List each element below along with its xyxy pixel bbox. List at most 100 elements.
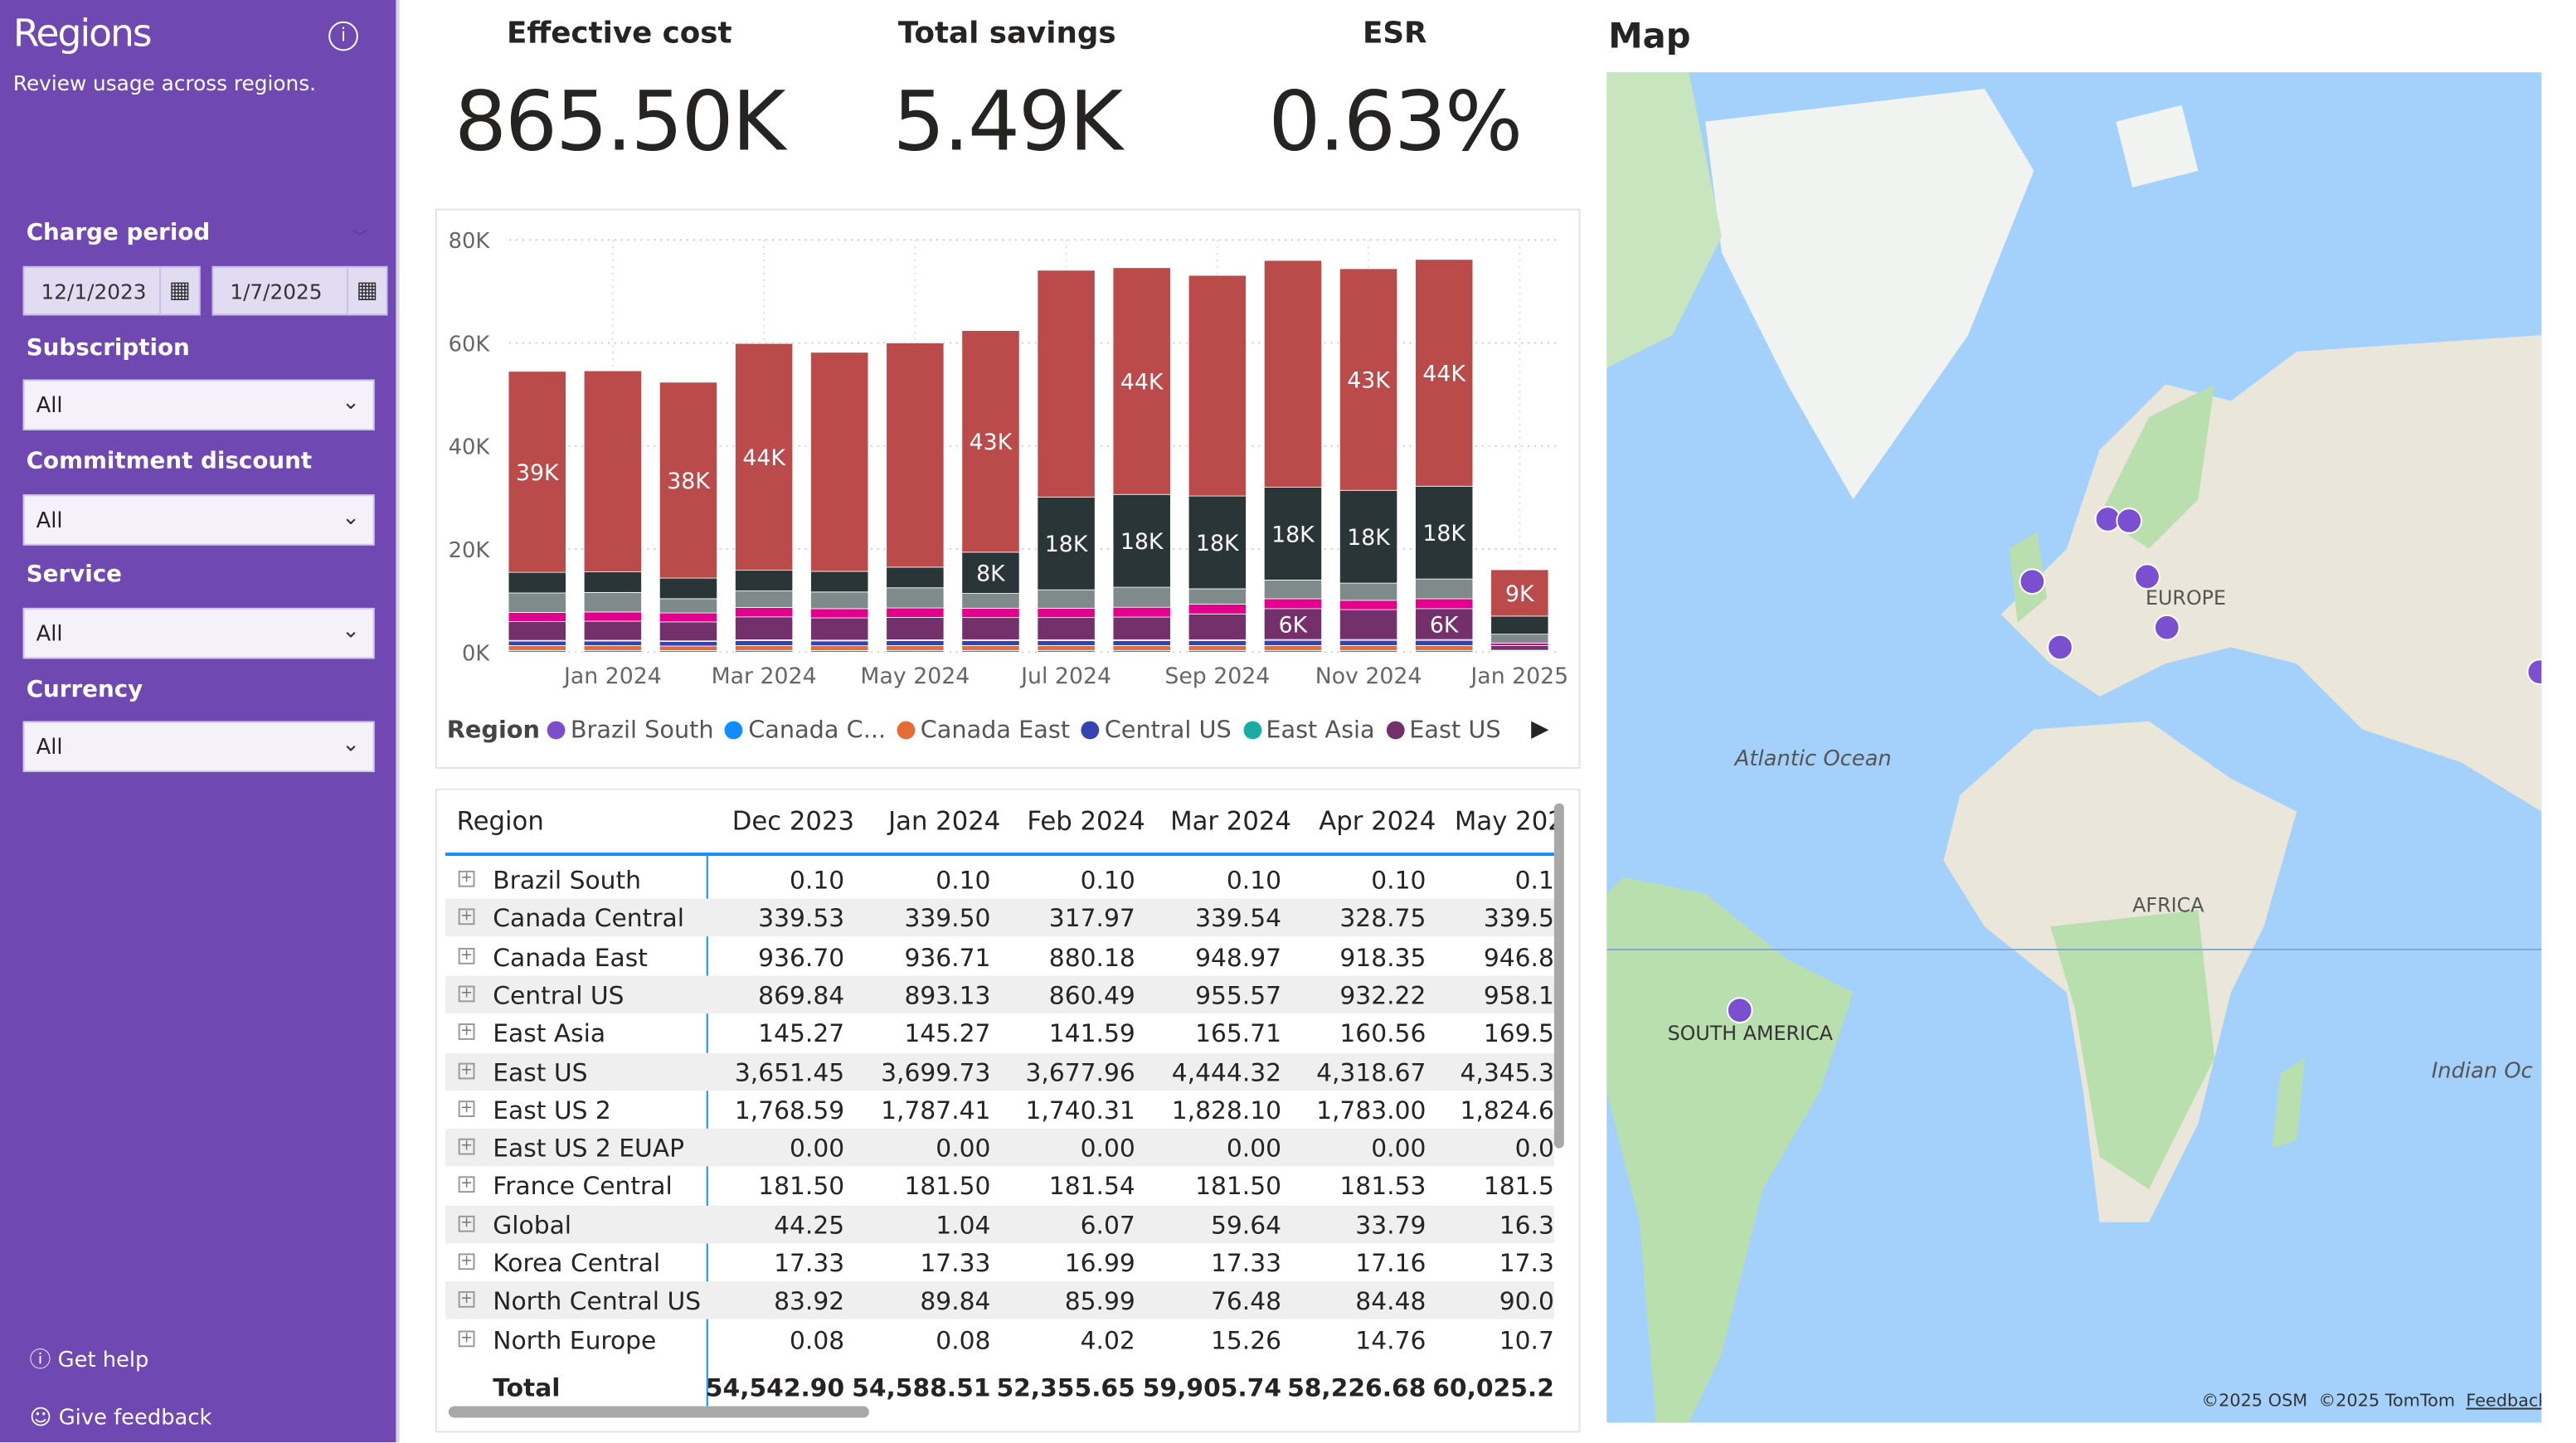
svalbard-land [2116, 104, 2199, 187]
bar-segment [735, 616, 794, 640]
table-row: + France Central 181.50 181.50 181.54 181.50 1… [445, 1167, 1554, 1205]
bar-segment [1188, 640, 1247, 646]
bar-segment [508, 612, 566, 622]
table-cell: 339.53 [758, 904, 845, 934]
column-header-month[interactable]: May 202 [1454, 806, 1554, 837]
total-cell: 59,905.74 [1142, 1373, 1282, 1403]
expand-icon[interactable]: + [458, 1062, 475, 1079]
expand-icon[interactable]: + [458, 1291, 475, 1309]
vertical-scrollbar[interactable] [1553, 803, 1564, 1149]
table-cell: 317.97 [1048, 904, 1135, 934]
bar-segment [583, 640, 642, 646]
bar-segment [1415, 644, 1474, 651]
expand-icon[interactable]: + [458, 870, 475, 887]
legend-title: Region [446, 717, 540, 745]
expand-icon[interactable]: + [458, 909, 475, 926]
table-row: + Global 44.25 1.04 6.07 59.64 33.79 16.3 [445, 1205, 1554, 1243]
column-header-month[interactable]: Dec 2023 [731, 806, 855, 837]
table-cell: 0.0 [1514, 1133, 1554, 1164]
region-marker[interactable] [1726, 997, 1753, 1024]
service-label: Service [26, 561, 122, 589]
table-cell: 1,740.31 [1025, 1095, 1135, 1125]
expand-icon[interactable]: + [458, 1177, 475, 1193]
column-header-month[interactable]: Jan 2024 [888, 806, 1001, 837]
bar-segment [1339, 644, 1398, 651]
region-marker[interactable] [2153, 614, 2180, 641]
dropdown-value: All [36, 622, 63, 648]
bar-segment [1188, 604, 1247, 615]
bar-segment [961, 551, 1020, 594]
bar-segment [1339, 639, 1398, 646]
table-row: + Brazil South 0.10 0.10 0.10 0.10 0.10 0.1 [445, 861, 1554, 899]
table-cell: 880.18 [1048, 942, 1135, 972]
expand-icon[interactable]: + [458, 1253, 475, 1271]
column-header-month[interactable]: Apr 2024 [1319, 806, 1436, 837]
region-map[interactable]: Atlantic Ocean EUROPE AFRICA SOUTH AMERI… [1606, 72, 2542, 1423]
calendar-icon[interactable]: ▦ [159, 267, 199, 314]
column-header-month[interactable]: Mar 2024 [1170, 806, 1291, 837]
dropdown-value: All [36, 736, 63, 761]
north-america-land [1606, 72, 1722, 368]
data-label: 44K [742, 445, 786, 471]
region-marker[interactable] [2019, 568, 2046, 595]
data-label: 44K [1120, 369, 1164, 395]
matrix-table: Region Dec 2023 Jan 2024 Feb 2024 Mar 2024 Ap… [445, 790, 1554, 1435]
map-feedback-link[interactable]: Feedback [2466, 1391, 2542, 1411]
x-tick-label: Jan 2024 [562, 663, 662, 689]
bar-segment [1112, 616, 1171, 640]
commitment-discount-dropdown[interactable]: All ⌄ [22, 494, 375, 546]
page-subtitle: Review usage across regions. [12, 70, 316, 95]
table-cell: 85.99 [1064, 1286, 1135, 1317]
expand-icon[interactable]: + [458, 985, 475, 1003]
get-help-link[interactable]: ⓘ Get help [30, 1342, 149, 1373]
calendar-icon[interactable]: ▦ [346, 267, 386, 314]
legend-item[interactable]: East US [1386, 718, 1501, 744]
table-row: + North Central US 83.92 89.84 85.99 76.48 84.… [445, 1281, 1554, 1320]
bar-segment [1263, 260, 1323, 488]
legend-next-arrow-icon[interactable]: ▶ [1531, 716, 1549, 743]
region-marker[interactable] [2047, 634, 2073, 661]
expand-icon[interactable]: + [458, 947, 475, 964]
y-tick-label: 40K [449, 435, 491, 460]
table-cell: 76.48 [1210, 1286, 1282, 1317]
legend-item[interactable]: Brazil South [547, 718, 714, 744]
bar-segment [886, 587, 945, 609]
table-cell: 165.71 [1195, 1018, 1282, 1049]
kpi-effective-cost: Effective cost 865.50K [430, 17, 809, 169]
start-date-input[interactable]: 12/1/2023 ▦ [22, 265, 201, 316]
bar-segment [735, 570, 794, 591]
subscription-dropdown[interactable]: All ⌄ [22, 379, 375, 430]
bar-segment [1339, 582, 1398, 601]
charge-period-label: Charge period [26, 220, 211, 247]
table-cell: 0.00 [1226, 1133, 1282, 1164]
table-cell: 181.50 [758, 1172, 845, 1202]
expand-icon[interactable]: + [458, 1329, 475, 1347]
table-cell: 0.10 [936, 865, 991, 896]
total-cell: 58,226.68 [1287, 1373, 1427, 1403]
bar-segment [1415, 485, 1474, 580]
madagascar-land [2272, 1057, 2306, 1149]
legend-item[interactable]: Canada C... [725, 718, 886, 744]
region-marker[interactable] [2134, 563, 2160, 590]
service-dropdown[interactable]: All ⌄ [22, 607, 375, 659]
legend-item[interactable]: Central US [1081, 718, 1232, 744]
give-feedback-link[interactable]: ☺ Give feedback [30, 1407, 212, 1431]
row-region: Canada Central [493, 904, 684, 934]
info-icon[interactable]: i [328, 21, 358, 51]
expand-icon[interactable]: + [458, 1100, 475, 1117]
currency-dropdown[interactable]: All ⌄ [22, 721, 375, 773]
column-header-region[interactable]: Region [456, 806, 544, 837]
table-cell: 1,824.6 [1460, 1095, 1554, 1125]
end-date-input[interactable]: 1/7/2025 ▦ [211, 265, 388, 316]
table-cell: 160.56 [1339, 1018, 1427, 1049]
region-marker[interactable] [2116, 508, 2143, 534]
horizontal-scrollbar[interactable] [448, 1406, 869, 1418]
table-row: + Canada Central 339.53 339.50 317.97 339.54 3… [445, 899, 1554, 937]
legend-item[interactable]: East Asia [1242, 718, 1375, 744]
expand-icon[interactable]: + [458, 1215, 475, 1232]
expand-icon[interactable]: + [458, 1138, 475, 1155]
expand-icon[interactable]: + [458, 1023, 475, 1041]
column-header-month[interactable]: Feb 2024 [1027, 806, 1145, 837]
legend-item[interactable]: Canada East [897, 718, 1070, 744]
chevron-down-icon[interactable]: ﹀ [351, 230, 368, 249]
